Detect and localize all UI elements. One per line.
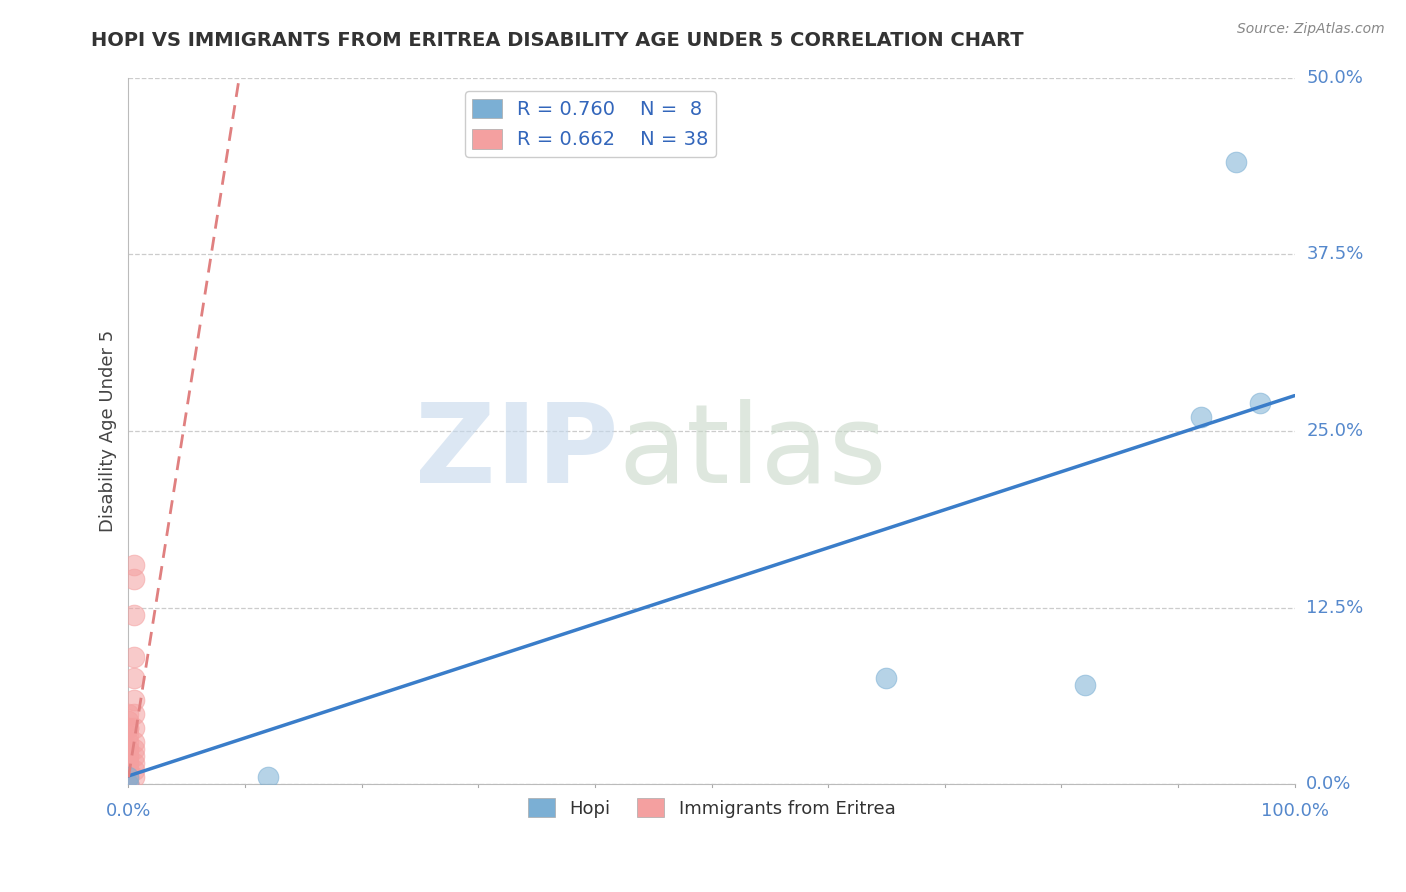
Point	[124, 558, 146, 573]
Text: 25.0%: 25.0%	[1306, 422, 1364, 440]
Legend: Hopi, Immigrants from Eritrea: Hopi, Immigrants from Eritrea	[520, 791, 903, 825]
Point	[875, 672, 897, 686]
Point	[117, 777, 139, 791]
Point	[124, 573, 146, 587]
Point	[117, 756, 139, 771]
Point	[124, 692, 146, 706]
Text: 100.0%: 100.0%	[1261, 802, 1329, 820]
Point	[117, 721, 139, 735]
Point	[124, 749, 146, 764]
Point	[117, 735, 139, 749]
Y-axis label: Disability Age Under 5: Disability Age Under 5	[100, 330, 117, 533]
Point	[124, 721, 146, 735]
Point	[117, 742, 139, 756]
Text: 0.0%: 0.0%	[105, 802, 152, 820]
Point	[124, 650, 146, 665]
Point	[117, 777, 139, 791]
Point	[117, 721, 139, 735]
Point	[1189, 409, 1212, 424]
Text: ZIP: ZIP	[415, 399, 619, 506]
Point	[117, 770, 139, 784]
Point	[117, 777, 139, 791]
Point	[117, 756, 139, 771]
Text: 37.5%: 37.5%	[1306, 245, 1364, 263]
Point	[117, 777, 139, 791]
Point	[1225, 155, 1247, 169]
Point	[117, 742, 139, 756]
Point	[124, 764, 146, 778]
Point	[124, 735, 146, 749]
Point	[117, 777, 139, 791]
Text: atlas: atlas	[619, 399, 887, 506]
Text: 12.5%: 12.5%	[1306, 599, 1364, 616]
Point	[124, 706, 146, 721]
Point	[124, 672, 146, 686]
Point	[257, 770, 280, 784]
Point	[117, 777, 139, 791]
Point	[117, 770, 139, 784]
Point	[117, 749, 139, 764]
Point	[117, 777, 139, 791]
Point	[1073, 678, 1095, 692]
Point	[124, 770, 146, 784]
Point	[117, 706, 139, 721]
Point	[117, 764, 139, 778]
Text: Source: ZipAtlas.com: Source: ZipAtlas.com	[1237, 22, 1385, 37]
Point	[124, 742, 146, 756]
Point	[1249, 395, 1271, 409]
Point	[117, 749, 139, 764]
Point	[117, 770, 139, 784]
Point	[117, 764, 139, 778]
Text: 50.0%: 50.0%	[1306, 69, 1364, 87]
Point	[117, 714, 139, 728]
Point	[124, 756, 146, 771]
Point	[117, 764, 139, 778]
Text: 0.0%: 0.0%	[1306, 775, 1351, 793]
Text: HOPI VS IMMIGRANTS FROM ERITREA DISABILITY AGE UNDER 5 CORRELATION CHART: HOPI VS IMMIGRANTS FROM ERITREA DISABILI…	[91, 31, 1024, 50]
Point	[117, 777, 139, 791]
Point	[117, 728, 139, 742]
Point	[124, 607, 146, 622]
